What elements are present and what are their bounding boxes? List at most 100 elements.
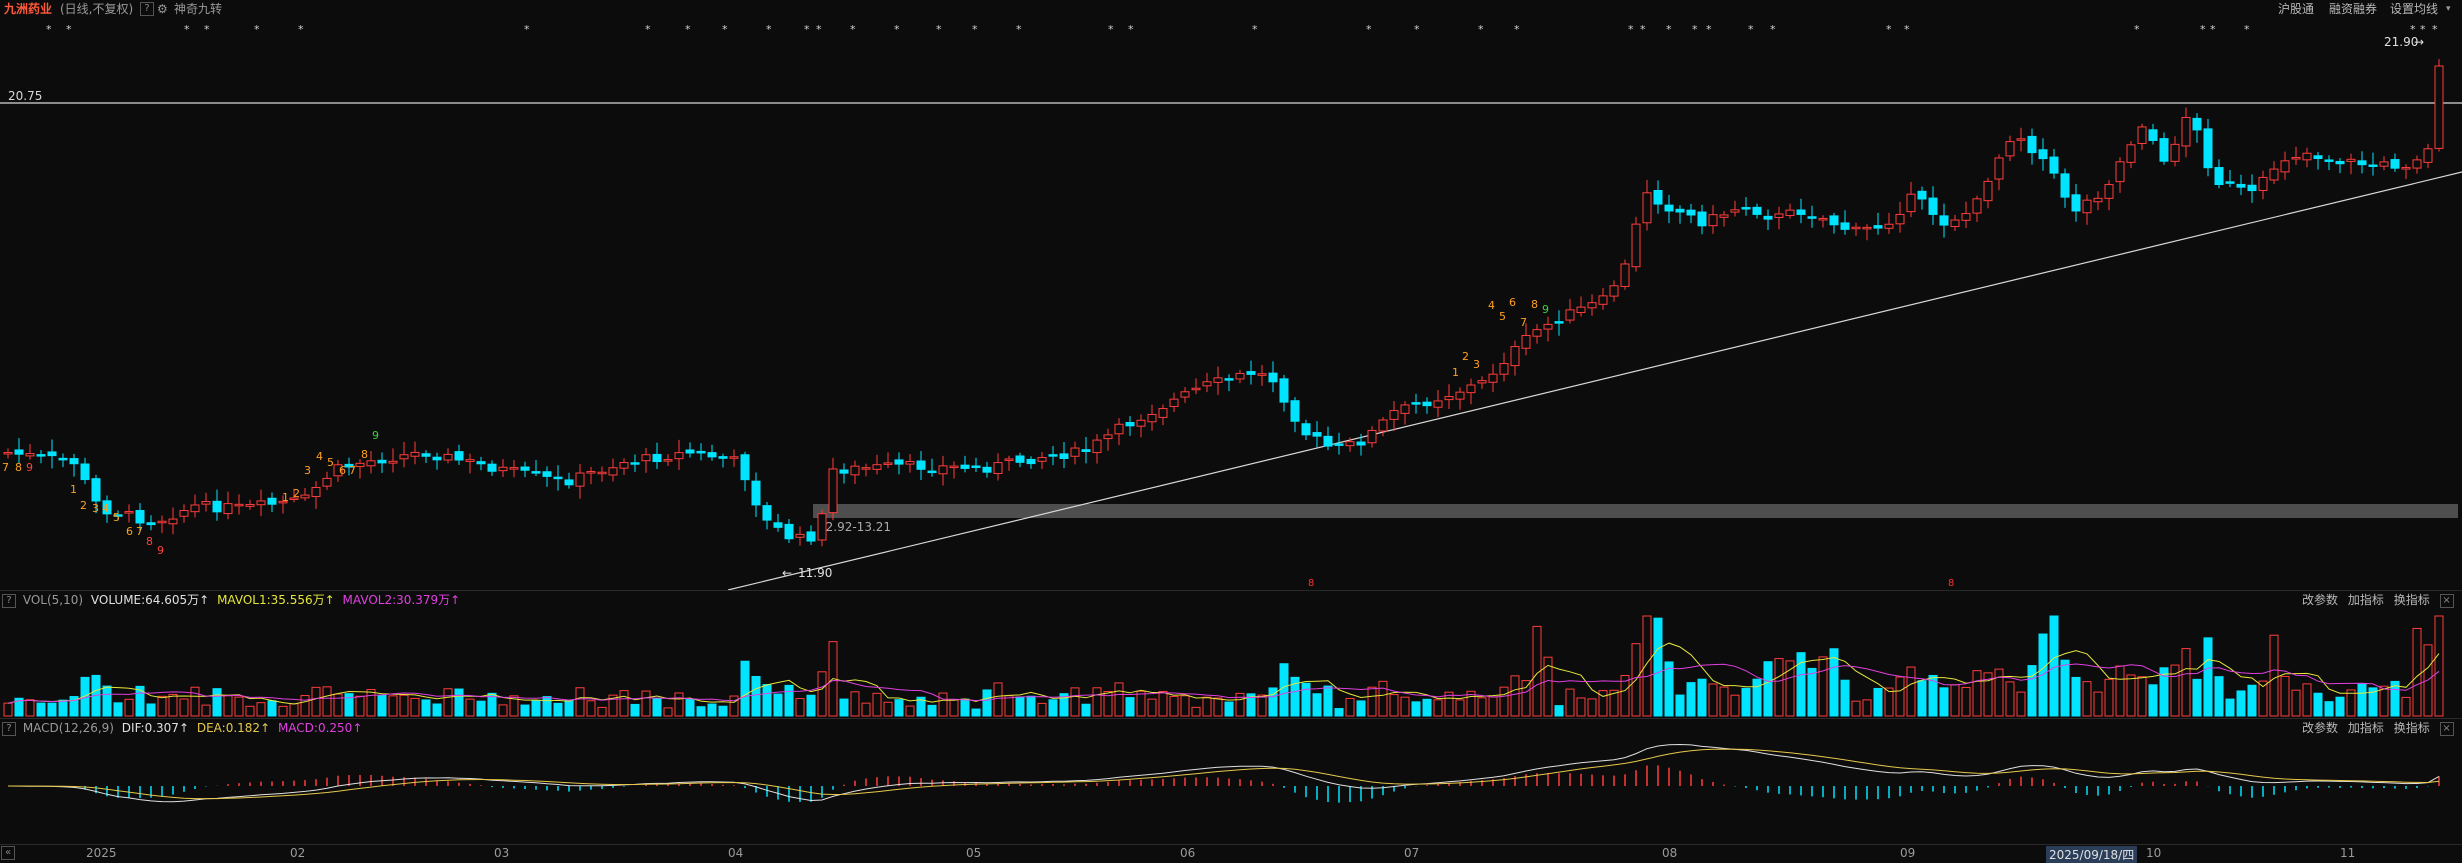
volume-bar [1796, 652, 1806, 717]
volume-bar [1026, 695, 1036, 717]
vol-close-icon[interactable]: × [2439, 593, 2454, 608]
event-star-icon: * [1414, 23, 1420, 36]
volume-bar [14, 697, 24, 717]
volume-bar [674, 692, 684, 717]
low-price-label: 11.90 [798, 566, 832, 580]
candle [553, 465, 563, 491]
volume-bar [1158, 690, 1168, 717]
volume-bar [542, 696, 552, 717]
volume-bar [1367, 686, 1377, 717]
candle [1840, 210, 1850, 235]
volume-bar [2126, 674, 2136, 717]
candle [575, 464, 585, 499]
stock-name[interactable]: 九洲药业 [4, 2, 53, 16]
td-count-label: 3 [1473, 358, 1480, 371]
macd-help-icon[interactable]: ? [2, 721, 16, 736]
candle [1158, 404, 1168, 426]
volume-bar [784, 684, 794, 717]
candle [2401, 164, 2411, 180]
candle [1312, 421, 1322, 448]
volume-bar [2214, 676, 2224, 717]
macd-add-indicator-button[interactable]: 加指标 [2347, 721, 2384, 735]
candle [1026, 456, 1036, 469]
macd-title[interactable]: MACD(12,26,9) [22, 721, 114, 735]
candle [322, 471, 332, 490]
volume-bar [872, 692, 882, 717]
event-star-icon: * [1108, 23, 1114, 36]
volume-bar [498, 704, 508, 717]
td-count-label: 9 [1542, 303, 1549, 316]
volume-bar [1950, 684, 1960, 717]
macd-edit-params-button[interactable]: 改参数 [2302, 721, 2339, 735]
volume-bar [1015, 696, 1025, 717]
adjust-mode[interactable]: (日线,不复权) [60, 2, 134, 16]
candle [850, 460, 860, 484]
candle [630, 454, 640, 472]
macd-chart[interactable] [0, 736, 2462, 844]
candle [740, 451, 750, 492]
volume-bar [509, 695, 519, 717]
td-count-label: 4 [1488, 299, 1495, 312]
hk-connect-button[interactable]: 沪股通 [2278, 2, 2315, 16]
candle [1895, 201, 1905, 233]
up-arrow-icon: ↑ [260, 721, 271, 735]
candle [1620, 259, 1630, 290]
volume-bar [641, 690, 651, 717]
scroll-left-icon[interactable]: « [1, 846, 15, 860]
candle [1708, 205, 1718, 234]
candle [1642, 179, 1652, 231]
macd-switch-indicator-button[interactable]: 换指标 [2393, 721, 2430, 735]
volume-bar [1235, 692, 1245, 717]
candle [1983, 177, 1993, 209]
candle [1521, 323, 1531, 356]
volume-bar [2071, 676, 2081, 717]
candle [454, 444, 464, 465]
candle [1235, 369, 1245, 384]
volume-bar [1224, 701, 1234, 717]
ma-settings-button[interactable]: 设置均线 [2390, 2, 2439, 16]
candle [1356, 433, 1366, 456]
margin-trading-button[interactable]: 融资融券 [2329, 2, 2378, 16]
vol-help-icon[interactable]: ? [2, 593, 16, 608]
settings-gear-icon[interactable]: ⚙ [157, 2, 168, 16]
candle [663, 454, 673, 467]
td-count-label: 8 [146, 535, 153, 548]
volume-bar [2379, 685, 2389, 717]
vol-switch-indicator-button[interactable]: 换指标 [2393, 593, 2430, 607]
dropdown-arrow-icon[interactable]: ▾ [2446, 4, 2451, 14]
volume-bar [223, 695, 233, 717]
candle [168, 507, 178, 535]
td-count-label: 1 [282, 491, 289, 504]
volume-bar [1455, 699, 1465, 717]
candle [190, 494, 200, 518]
support-zone [813, 504, 2458, 518]
indicator-name[interactable]: 神奇九转 [174, 2, 223, 16]
panel-divider [0, 590, 2462, 591]
volume-bar [2148, 684, 2158, 717]
volume-bar [630, 703, 640, 717]
candle [839, 463, 849, 484]
volume-bar [1730, 694, 1740, 717]
candle [432, 452, 442, 470]
candle [828, 457, 838, 521]
candle [2236, 174, 2246, 196]
volume-chart[interactable] [0, 608, 2462, 718]
candle [1136, 414, 1146, 438]
volume-bar [1719, 686, 1729, 717]
vol-title[interactable]: VOL(5,10) [22, 593, 84, 607]
macd-close-icon[interactable]: × [2439, 721, 2454, 736]
help-icon[interactable]: ? [140, 2, 154, 16]
candle [905, 454, 915, 473]
td-count-label: 5 [113, 511, 120, 524]
axis-label: 06 [1180, 846, 1196, 860]
vol-edit-params-button[interactable]: 改参数 [2302, 593, 2339, 607]
vol-add-indicator-button[interactable]: 加指标 [2347, 593, 2384, 607]
volume-bar [1213, 697, 1223, 717]
low-arrow-icon: ← [782, 566, 792, 580]
volume-bar [1279, 663, 1289, 717]
candle [806, 525, 816, 545]
volume-bar [1686, 682, 1696, 717]
event-star-icon: * [254, 23, 260, 36]
candle [102, 495, 112, 523]
